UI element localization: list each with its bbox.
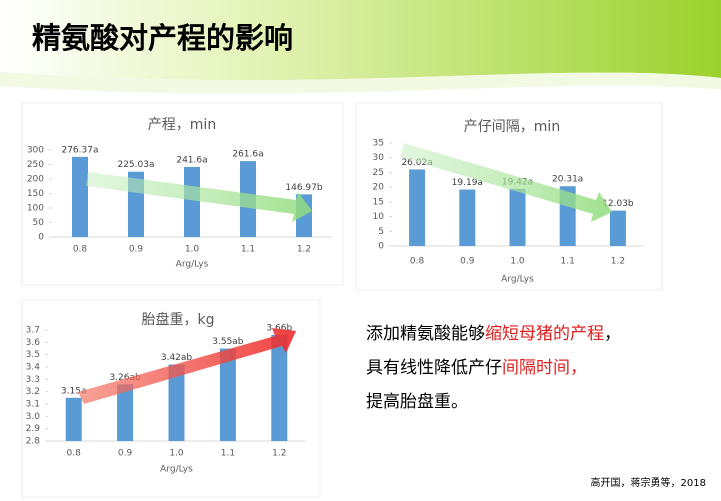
y-tick-label: 35 (373, 139, 384, 149)
bar (72, 156, 88, 237)
bar (219, 348, 236, 441)
trend-arrow (86, 172, 312, 222)
y-tick-label: 2.8 (26, 437, 41, 447)
bar (271, 334, 288, 441)
y-tick-label: 3.7 (26, 326, 40, 336)
x-axis-label: Arg/Lys (501, 275, 534, 285)
value-label: 225.03a (117, 160, 154, 170)
x-tick-label: 1.2 (272, 449, 286, 459)
bar (409, 169, 426, 246)
y-tick-label: 3.0 (26, 412, 41, 422)
value-label: 146.97b (285, 183, 322, 193)
chart-title: 胎盘重，kg (142, 311, 215, 328)
x-tick-label: 1.0 (169, 449, 184, 459)
x-tick-label: 1.1 (221, 449, 235, 459)
bar (609, 210, 626, 246)
value-label: 26.02a (401, 158, 432, 168)
y-tick-label: 300 (27, 146, 44, 156)
y-tick-label: 3.6 (26, 338, 41, 348)
text-segment: 具有线性降低产仔 (366, 358, 502, 378)
y-tick-label: 15 (373, 197, 384, 207)
y-tick-label: 250 (27, 160, 44, 170)
trend-arrow (400, 143, 612, 222)
x-tick-label: 0.9 (460, 257, 475, 267)
y-tick-label: 3.4 (26, 363, 41, 373)
bar (117, 384, 134, 441)
x-tick-label: 1.0 (185, 245, 200, 255)
x-tick-label: 0.8 (67, 449, 82, 459)
text-segment: 添加精氨酸能够 (366, 324, 485, 344)
bar (65, 397, 82, 441)
bar (509, 188, 526, 246)
y-tick-label: 50 (33, 218, 45, 228)
bar (184, 166, 200, 237)
x-tick-label: 1.2 (611, 257, 625, 267)
y-tick-label: 3.2 (26, 387, 40, 397)
chart-title: 产仔间隔，min (464, 119, 560, 135)
x-tick-label: 0.8 (73, 245, 88, 255)
y-tick-label: 100 (27, 204, 44, 214)
value-label: 19.19a (452, 178, 483, 188)
y-tick-label: 3.1 (26, 400, 40, 410)
text-segment: 提高胎盘重。 (366, 392, 468, 412)
value-label: 241.6a (176, 155, 207, 165)
value-label: 261.6a (232, 150, 263, 160)
body-text: 添加精氨酸能够缩短母猪的产程， 具有线性降低产仔间隔时间， 提高胎盘重。 (366, 324, 621, 412)
x-tick-label: 0.9 (129, 245, 144, 255)
bar (459, 189, 476, 246)
y-tick-label: 25 (373, 168, 384, 178)
text-segment: 缩短母猪的产程 (485, 324, 604, 344)
x-axis-label: Arg/Lys (160, 465, 193, 475)
y-tick-label: 200 (27, 175, 44, 185)
y-tick-label: 10 (373, 212, 385, 222)
chart-panel (355, 102, 663, 291)
citation: 高开国，蒋宗勇等，2018 (591, 476, 706, 489)
x-tick-label: 1.0 (510, 257, 525, 267)
header-band (0, 0, 721, 81)
y-tick-label: 0 (378, 242, 384, 252)
y-tick-label: 3.5 (26, 350, 40, 360)
y-tick-label: 5 (378, 227, 384, 237)
text-segment: ， (604, 324, 621, 344)
value-label: 3.66b (266, 323, 292, 333)
value-label: 3.55ab (212, 337, 244, 347)
header-swoosh (0, 72, 721, 94)
y-tick-label: 3.3 (26, 375, 40, 385)
value-label: 276.37a (61, 145, 98, 155)
x-axis-label: Arg/Lys (176, 260, 209, 270)
y-tick-label: 150 (27, 189, 44, 199)
y-tick-label: 30 (373, 153, 385, 163)
slide-title: 精氨酸对产程的影响 (32, 21, 293, 55)
x-tick-label: 0.9 (118, 449, 133, 459)
value-label: 3.15a (61, 386, 87, 396)
x-tick-label: 1.1 (241, 245, 255, 255)
x-tick-label: 1.2 (297, 245, 311, 255)
x-tick-label: 1.1 (561, 257, 575, 267)
trend-arrow (78, 328, 296, 404)
chart-title: 产程，min (148, 117, 216, 133)
value-label: 20.31a (552, 175, 583, 185)
x-tick-label: 0.8 (410, 257, 425, 267)
y-tick-label: 0 (38, 233, 44, 243)
value-label: 3.42ab (161, 353, 193, 363)
value-label: 12.03b (602, 199, 634, 209)
y-tick-label: 2.9 (26, 424, 41, 434)
y-tick-label: 20 (373, 183, 385, 193)
value-label: 3.26ab (109, 373, 141, 383)
bar (168, 364, 185, 441)
text-segment: 间隔时间， (502, 358, 587, 378)
